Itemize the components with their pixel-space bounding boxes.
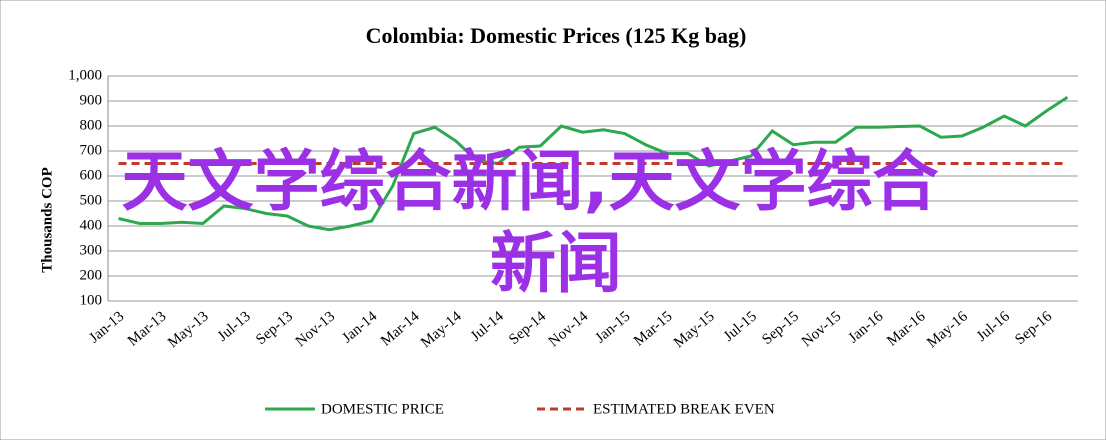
y-tick-label: 800 [80, 117, 103, 133]
y-tick-label: 200 [80, 267, 103, 283]
y-tick-label: 100 [80, 292, 103, 308]
y-tick-label: 400 [80, 217, 103, 233]
y-tick-label: 600 [80, 167, 103, 183]
legend-label: DOMESTIC PRICE [321, 401, 444, 417]
y-tick-label: 500 [80, 192, 103, 208]
chart-title: Colombia: Domestic Prices (125 Kg bag) [366, 23, 747, 48]
watermark: 新闻 [490, 225, 622, 302]
y-tick-label: 700 [80, 142, 103, 158]
y-tick-label: 1,000 [68, 67, 102, 83]
legend-label: ESTIMATED BREAK EVEN [593, 401, 775, 417]
y-tick-label: 300 [80, 242, 103, 258]
series-line [118, 95, 1069, 232]
watermark: 天文学综合新闻,天文学综合 [121, 143, 938, 220]
y-tick-label: 900 [80, 92, 103, 108]
y-axis-label: Thousands COP [39, 167, 55, 272]
